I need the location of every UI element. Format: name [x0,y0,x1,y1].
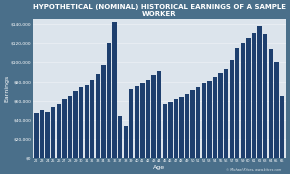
Bar [174,99,178,158]
Bar [191,90,195,158]
Bar [263,34,267,158]
Bar [157,71,161,158]
Bar [140,83,145,158]
Bar [218,73,223,158]
Bar [196,87,200,158]
Bar [73,91,78,158]
Bar [135,86,139,158]
Bar [107,43,111,158]
Bar [46,112,50,158]
Bar [129,89,133,158]
Bar [280,96,284,158]
Bar [246,38,251,158]
Bar [34,113,39,158]
Bar [258,26,262,158]
Y-axis label: Earnings: Earnings [4,75,9,102]
Text: © Michael Kitces, www.kitces.com: © Michael Kitces, www.kitces.com [226,168,281,172]
Bar [146,80,150,158]
Bar [151,75,156,158]
Bar [101,65,106,158]
Bar [230,61,234,158]
Bar [124,125,128,158]
Bar [224,69,228,158]
Bar [168,102,173,158]
Bar [84,85,89,158]
Title: HYPOTHETICAL (NOMINAL) HISTORICAL EARNINGS OF A SAMPLE WORKER: HYPOTHETICAL (NOMINAL) HISTORICAL EARNIN… [33,4,286,17]
Bar [96,74,100,158]
Bar [207,81,212,158]
Bar [241,43,245,158]
Bar [274,62,278,158]
Bar [113,22,117,158]
Bar [269,49,273,158]
Bar [79,87,83,158]
Bar [163,104,167,158]
Bar [252,33,256,158]
Bar [40,110,44,158]
Bar [51,107,55,158]
Bar [90,80,95,158]
Bar [62,99,66,158]
Bar [57,104,61,158]
Bar [235,48,240,158]
Bar [118,116,122,158]
Bar [213,77,217,158]
Bar [185,94,189,158]
Bar [179,97,184,158]
Bar [202,83,206,158]
X-axis label: Age: Age [153,165,165,170]
Bar [68,96,72,158]
